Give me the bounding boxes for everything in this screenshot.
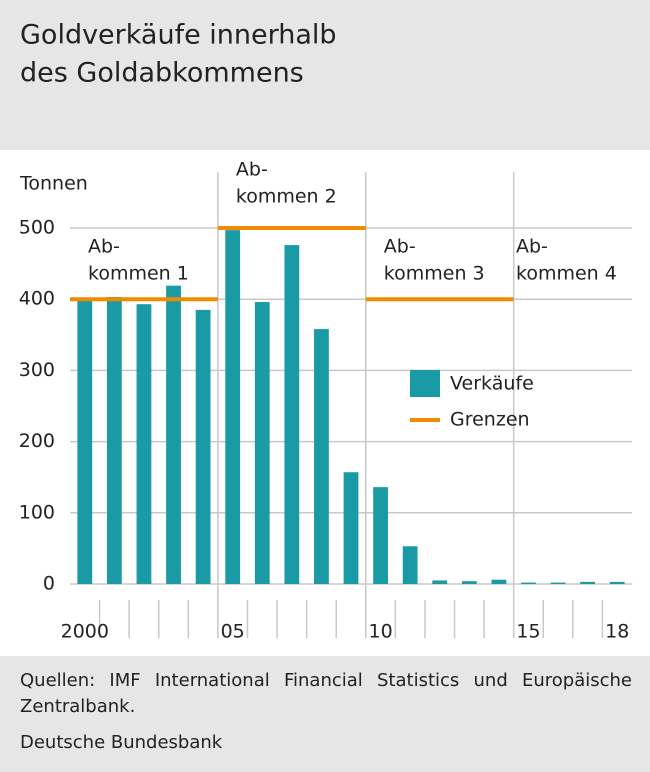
legend-label: Verkäufe: [450, 373, 534, 395]
source: Quellen: IMF International Financial Sta…: [20, 670, 632, 717]
agreement-label: Ab-: [236, 159, 268, 181]
footer-bg: [0, 656, 650, 772]
agreement-label: kommen 2: [236, 186, 337, 208]
legend-swatch: [410, 370, 440, 397]
agreement-label: Ab-: [384, 236, 416, 258]
y-axis-label: Tonnen: [19, 173, 88, 195]
bar: [580, 581, 596, 584]
agreement-label: Ab-: [516, 236, 548, 258]
y-tick-label: 200: [19, 430, 55, 452]
y-tick-label: 0: [43, 573, 55, 595]
legend-label: Grenzen: [450, 409, 530, 431]
y-tick-label: 100: [19, 501, 55, 523]
bar: [195, 309, 211, 584]
bar: [461, 581, 477, 584]
bar: [166, 285, 181, 584]
chart-title: des Goldabkommens: [20, 58, 304, 89]
x-tick-label: 2000: [61, 621, 109, 643]
bar: [284, 245, 300, 584]
bar: [314, 329, 329, 584]
agreement-label: kommen 3: [384, 263, 485, 285]
x-tick-label: 18: [605, 621, 629, 643]
bar: [609, 581, 625, 584]
bar: [491, 579, 507, 584]
bar: [343, 472, 359, 584]
x-tick-label: 10: [368, 621, 392, 643]
publisher: Deutsche Bundesbank: [20, 732, 223, 753]
bar: [373, 487, 388, 584]
bar: [254, 302, 270, 584]
bar: [136, 304, 152, 584]
bar: [432, 580, 448, 584]
y-tick-label: 500: [19, 217, 55, 239]
x-tick-label: 05: [221, 621, 245, 643]
bar: [77, 297, 93, 584]
x-tick-label: 15: [516, 621, 540, 643]
footer: Quellen: IMF International Financial Sta…: [20, 668, 632, 756]
bar: [521, 582, 536, 584]
chart-title: Goldverkäufe innerhalb: [20, 20, 337, 51]
bar: [225, 230, 241, 585]
header-bg: [0, 0, 650, 150]
agreement-label: kommen 4: [516, 263, 617, 285]
bar: [550, 582, 566, 584]
bar: [402, 546, 418, 584]
agreement-label: kommen 1: [88, 263, 189, 285]
y-tick-label: 300: [19, 359, 55, 381]
agreement-label: Ab-: [88, 236, 120, 258]
y-tick-label: 400: [19, 288, 55, 310]
bar: [106, 297, 122, 584]
